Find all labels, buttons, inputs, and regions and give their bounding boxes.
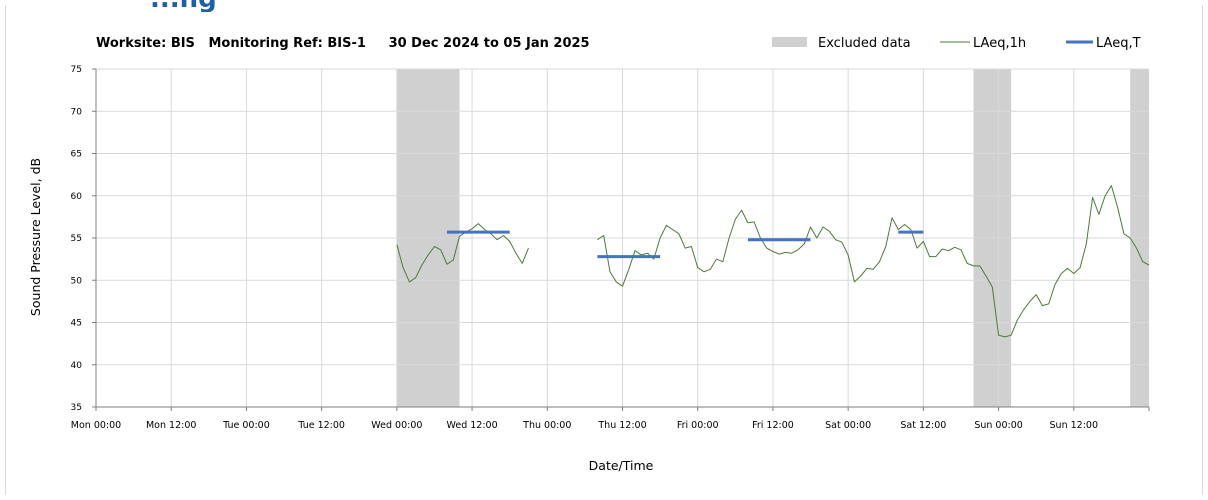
series-laeq1h-segment-1 bbox=[597, 185, 1150, 338]
y-tick-label-5: 60 bbox=[71, 192, 83, 202]
x-tick-label-0: Mon 00:00 bbox=[71, 420, 121, 431]
x-tick-label-12: Sun 00:00 bbox=[974, 420, 1022, 431]
page-heading-partial: ...ng bbox=[0, 0, 480, 12]
legend-label-laeq1h: LAeq,1h bbox=[973, 36, 1026, 51]
x-tick-label-10: Sat 00:00 bbox=[825, 420, 871, 431]
x-tick-label-5: Wed 12:00 bbox=[447, 420, 498, 431]
legend-swatch-excluded bbox=[772, 37, 807, 47]
x-tick-label-13: Sun 12:00 bbox=[1050, 420, 1098, 431]
y-tick-label-0: 35 bbox=[71, 403, 82, 413]
y-tick-label-4: 55 bbox=[71, 234, 82, 244]
axes bbox=[92, 68, 1150, 411]
y-tick-label-2: 45 bbox=[71, 319, 82, 329]
chart-frame bbox=[5, 5, 1203, 495]
x-tick-label-11: Sat 12:00 bbox=[900, 420, 946, 431]
x-tick-label-8: Fri 00:00 bbox=[677, 420, 719, 431]
x-axis-label: Date/Time bbox=[589, 458, 654, 473]
x-tick-label-4: Wed 00:00 bbox=[371, 420, 422, 431]
y-tick-label-6: 65 bbox=[71, 150, 82, 160]
tick-labels: 35 40 45 50 55 60 65 70 75 Mon 00:00 Mon 12:00 Tue … bbox=[71, 65, 1098, 431]
legend-label-excluded: Excluded data bbox=[818, 36, 911, 51]
x-tick-label-7: Thu 12:00 bbox=[597, 420, 646, 431]
chart-title: Worksite: BIS Monitoring Ref: BIS-1 30 D… bbox=[96, 36, 590, 51]
y-tick-label-3: 50 bbox=[71, 276, 83, 286]
x-tick-label-9: Fri 12:00 bbox=[752, 420, 794, 431]
series-laeq1h-segment-0 bbox=[396, 223, 529, 283]
y-tick-label-7: 70 bbox=[71, 107, 83, 117]
x-tick-label-6: Thu 00:00 bbox=[522, 420, 571, 431]
legend-label-laeqT: LAeq,T bbox=[1096, 36, 1141, 51]
y-tick-label-1: 40 bbox=[71, 361, 83, 371]
legend: Excluded data LAeq,1h LAeq,T bbox=[772, 36, 1141, 51]
x-tick-label-1: Mon 12:00 bbox=[146, 420, 196, 431]
x-tick-label-3: Tue 12:00 bbox=[297, 420, 345, 431]
y-tick-label-8: 75 bbox=[71, 65, 82, 75]
y-axis-label: Sound Pressure Level, dB bbox=[28, 158, 43, 316]
grid-lines bbox=[96, 68, 1149, 407]
x-tick-label-2: Tue 00:00 bbox=[222, 420, 270, 431]
series-lines bbox=[396, 185, 1150, 338]
